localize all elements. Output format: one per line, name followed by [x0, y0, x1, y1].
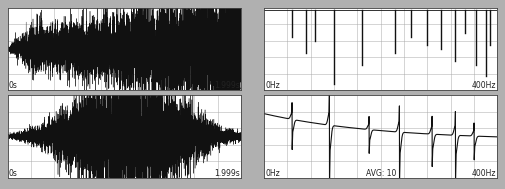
Text: 0Hz: 0Hz	[265, 81, 280, 90]
Text: 0s: 0s	[9, 169, 18, 178]
Text: 400Hz: 400Hz	[472, 169, 496, 178]
Text: 0Hz: 0Hz	[265, 169, 280, 178]
Text: 0s: 0s	[9, 81, 18, 90]
Text: 1.999s: 1.999s	[214, 169, 240, 178]
Text: AVG: 10: AVG: 10	[366, 169, 396, 178]
Text: 1.999s: 1.999s	[214, 81, 240, 90]
Text: 400Hz: 400Hz	[472, 81, 496, 90]
